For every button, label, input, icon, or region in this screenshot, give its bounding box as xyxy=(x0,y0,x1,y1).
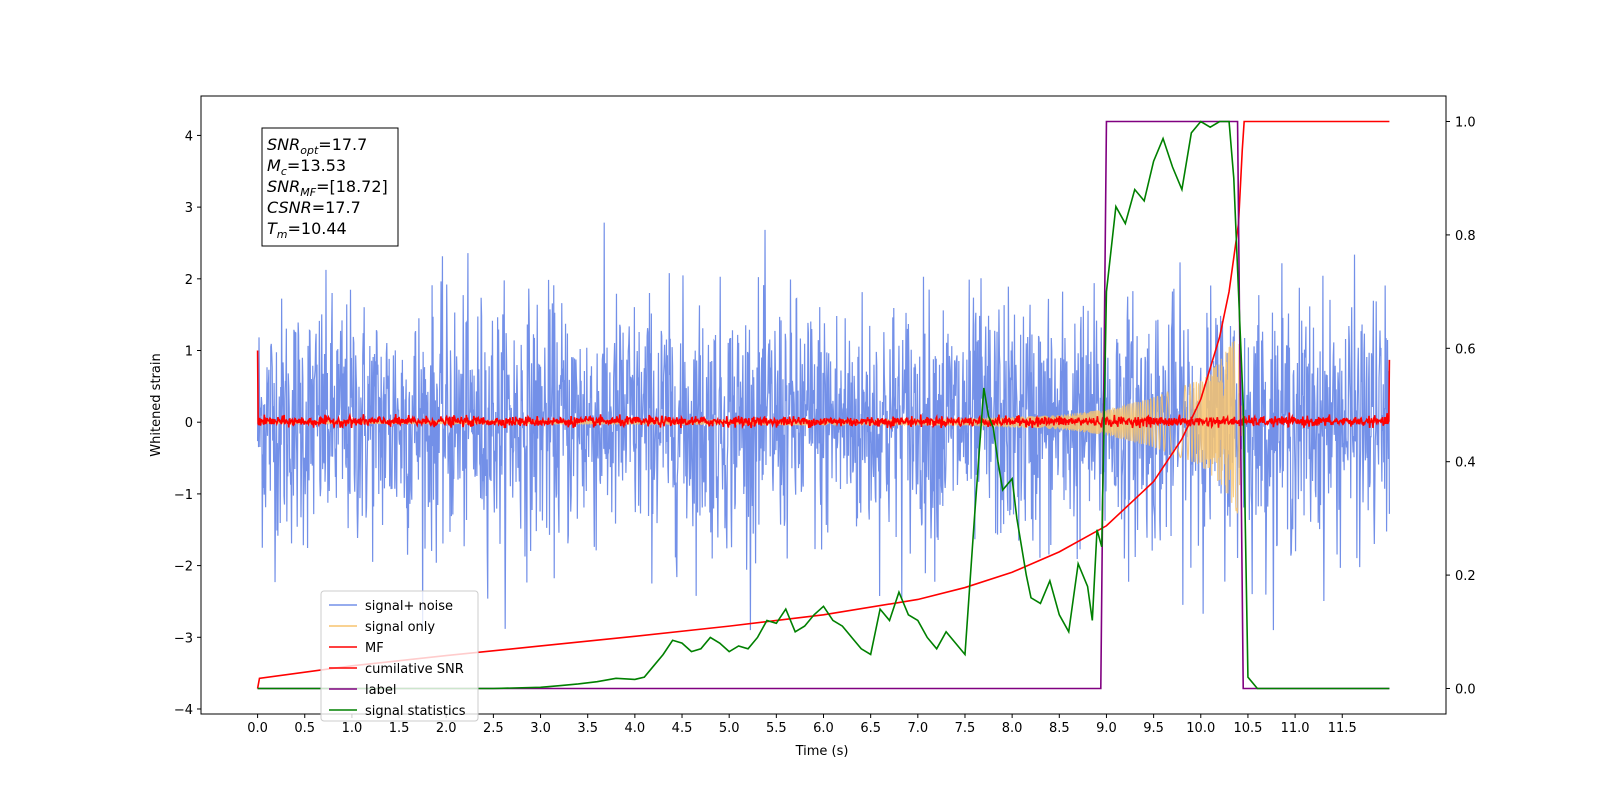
y-tick-label: −1 xyxy=(174,488,193,503)
x-tick-label: 1.5 xyxy=(389,721,410,736)
annotation-box: SNRopt=17.7Mc=13.53SNRMF=[18.72]CSNR=17.… xyxy=(261,127,399,247)
x-tick-label: 9.5 xyxy=(1143,721,1164,736)
x-tick-label: 1.0 xyxy=(342,721,363,736)
annotation-frame xyxy=(261,127,399,247)
x-tick-label: 10.0 xyxy=(1186,721,1215,736)
x-tick-label: 5.0 xyxy=(719,721,740,736)
series-signal-noise xyxy=(256,222,1391,631)
x-tick-label: 0.0 xyxy=(247,721,268,736)
x-tick-label: 8.5 xyxy=(1049,721,1070,736)
series-signal-statistics xyxy=(257,120,1390,690)
y-tick-label: −3 xyxy=(174,631,193,646)
y-tick-label: −4 xyxy=(174,703,193,718)
x-axis-label: Time (s) xyxy=(795,744,849,759)
x-tick-label: 7.5 xyxy=(955,721,976,736)
x-tick-label: 6.0 xyxy=(813,721,834,736)
y2-tick-label: 0.2 xyxy=(1455,569,1476,584)
y-tick-label: 3 xyxy=(185,201,193,216)
x-tick-label: 8.0 xyxy=(1002,721,1023,736)
x-tick-label: 11.5 xyxy=(1328,721,1357,736)
annotation-line: Tm=10.44 xyxy=(267,219,347,241)
x-tick-label: 11.0 xyxy=(1281,721,1310,736)
annotation-line: CSNR=17.7 xyxy=(267,198,361,217)
y2-tick-label: 0.4 xyxy=(1455,456,1476,471)
y-tick-label: 2 xyxy=(185,273,193,288)
y-tick-label: 4 xyxy=(185,129,193,144)
x-tick-label: 2.0 xyxy=(436,721,457,736)
y2-axis-ticks: 1.0 0.8 0.6 0.4 0.2 0.0 xyxy=(1446,116,1476,697)
legend-label: signal+ noise xyxy=(365,599,453,614)
y-axis-label: Whitened strain xyxy=(149,353,164,456)
x-tick-label: 9.0 xyxy=(1096,721,1117,736)
y-tick-label: −2 xyxy=(174,560,193,575)
x-tick-label: 2.5 xyxy=(483,721,504,736)
x-tick-label: 10.5 xyxy=(1233,721,1262,736)
legend-frame xyxy=(320,590,479,722)
x-tick-label: 3.5 xyxy=(577,721,598,736)
legend-label: cumilative SNR xyxy=(365,662,464,677)
y2-tick-label: 0.0 xyxy=(1455,682,1476,697)
legend-label: label xyxy=(365,683,396,698)
y-tick-label: 0 xyxy=(185,416,193,431)
x-tick-label: 6.5 xyxy=(860,721,881,736)
annotation-line: SNRopt=17.7 xyxy=(267,135,367,157)
series-mf xyxy=(256,350,1391,430)
y-tick-label: 1 xyxy=(185,345,193,360)
y2-tick-label: 1.0 xyxy=(1455,116,1476,131)
series-cumulative-snr xyxy=(256,120,1390,689)
x-tick-label: 4.0 xyxy=(625,721,646,736)
legend: signal+ noise signal only MF cumilative SNR… xyxy=(320,590,479,722)
annotation-line: SNRMF=[18.72] xyxy=(267,177,388,199)
legend-label: MF xyxy=(365,641,384,656)
legend-label: signal only xyxy=(365,620,435,635)
x-tick-label: 4.5 xyxy=(672,721,693,736)
x-tick-label: 7.0 xyxy=(907,721,928,736)
y2-tick-label: 0.6 xyxy=(1455,342,1476,357)
y2-tick-label: 0.8 xyxy=(1455,229,1476,244)
annotation-line: Mc=13.53 xyxy=(267,156,346,178)
x-tick-label: 5.5 xyxy=(766,721,787,736)
legend-label: signal statistics xyxy=(365,704,466,719)
data-layer xyxy=(256,120,1391,690)
x-axis-ticks: 0.0 0.5 1.0 1.5 2.0 2.5 3.0 3.5 4.0 4.5 5.0 5.5 6.0 6… xyxy=(247,714,1357,736)
y-axis-ticks: 4 3 2 1 0 −1 −2 −3 −4 xyxy=(174,129,201,718)
x-tick-label: 0.5 xyxy=(294,721,315,736)
x-tick-label: 3.0 xyxy=(530,721,551,736)
